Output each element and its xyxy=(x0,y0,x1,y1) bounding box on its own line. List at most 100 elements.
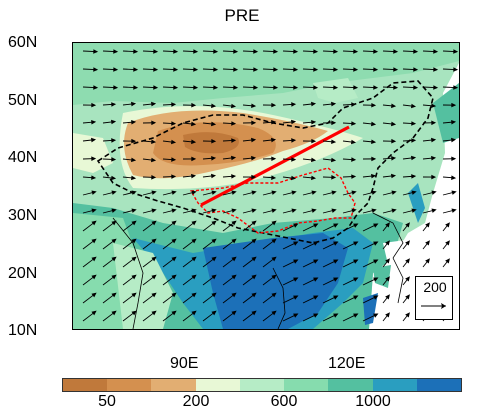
wind-vector-head xyxy=(333,85,339,90)
wind-vector-head xyxy=(385,312,390,318)
wind-vector-head xyxy=(385,222,390,228)
wind-vector-head xyxy=(191,274,197,280)
wind-vector-head xyxy=(293,241,299,246)
wind-vector-head xyxy=(191,220,197,226)
wind-vector-head xyxy=(411,208,417,213)
country-border xyxy=(96,80,434,244)
wind-vector-head xyxy=(405,240,410,246)
colorbar-swatch xyxy=(63,379,108,391)
wind-vector-head xyxy=(353,277,359,282)
wind-vector-head xyxy=(171,190,177,195)
wind-vector-head xyxy=(251,220,257,226)
wind-vector-head xyxy=(431,155,437,161)
wind-vector-head xyxy=(353,313,359,318)
wind-vector-head xyxy=(153,85,159,90)
wind-vector-head xyxy=(333,241,339,246)
colorbar-swatch xyxy=(416,379,461,391)
wind-vector-head xyxy=(411,190,417,195)
wind-vector-head xyxy=(425,258,430,264)
wind-vector-head xyxy=(173,49,179,54)
wind-vector-head xyxy=(231,121,237,126)
wind-vector-head xyxy=(131,256,137,262)
wind-vector-head xyxy=(193,67,199,72)
wind-vector-head xyxy=(211,274,217,280)
map-panel xyxy=(72,42,460,330)
wind-vector-head xyxy=(91,190,97,195)
wind-vector-head xyxy=(171,256,177,262)
coastline xyxy=(112,212,404,329)
wind-vector-head xyxy=(151,175,157,180)
wind-vector-head xyxy=(133,85,139,90)
wind-vector-head xyxy=(233,85,239,90)
wind-vector-head xyxy=(433,85,439,90)
wind-vector-head xyxy=(111,310,117,316)
wind-vector-head xyxy=(353,67,359,72)
wind-vector-head xyxy=(445,240,450,246)
wind-vector-head xyxy=(293,85,299,90)
wind-vector-head xyxy=(411,138,417,143)
wind-vector-head xyxy=(231,103,237,109)
wind-vector-head xyxy=(153,67,159,72)
wind-vector-head xyxy=(411,103,417,109)
wind-vector-head xyxy=(173,67,179,72)
wind-vector-head xyxy=(111,190,117,195)
wind-vector-head xyxy=(353,295,359,300)
wind-vector-head xyxy=(173,85,179,90)
wind-vector-head xyxy=(251,292,257,298)
wind-vector-head xyxy=(211,156,217,161)
wind-vector-head xyxy=(333,223,339,228)
wind-vector-head xyxy=(231,238,237,244)
lat-label-20n: 20N xyxy=(8,265,38,282)
wind-vector-head xyxy=(91,175,97,180)
wind-vector-head xyxy=(251,310,257,316)
wind-vector-head xyxy=(271,220,277,226)
wind-vector-head xyxy=(433,49,439,54)
wind-vector-head xyxy=(293,49,299,54)
colorbar-swatch xyxy=(239,379,285,391)
wind-vector-head xyxy=(351,121,357,126)
wind-vector-head xyxy=(191,102,197,108)
wind-vector-head xyxy=(271,292,277,298)
wind-vector-head xyxy=(291,102,297,107)
wind-vector-head xyxy=(253,85,259,90)
colorbar-label-600: 600 xyxy=(270,393,298,410)
wind-vector-head xyxy=(253,67,259,72)
wind-vector-head xyxy=(293,223,299,228)
map-title: PRE xyxy=(224,6,260,25)
wind-vector-head xyxy=(271,119,277,125)
wind-vector-head xyxy=(131,274,137,280)
wind-vector-head xyxy=(131,101,137,107)
wind-vector-head xyxy=(431,137,437,143)
lat-label-60n: 60N xyxy=(8,34,38,51)
wind-vector-head xyxy=(371,121,377,127)
colorbar-swatch xyxy=(372,379,417,391)
wind-vector-head xyxy=(353,223,359,228)
wind-vector-head xyxy=(191,256,197,262)
wind-vector-head xyxy=(131,220,137,226)
colorbar-swatch xyxy=(328,379,373,391)
wind-vector-head xyxy=(151,274,157,280)
wind-vector-head xyxy=(211,256,217,262)
wind-vector-head xyxy=(333,259,339,264)
wind-vector-head xyxy=(271,238,277,244)
wind-vector-head xyxy=(311,138,317,144)
wind-vector-head xyxy=(111,138,117,143)
wind-vector-head xyxy=(371,190,377,195)
wind-vector-head xyxy=(211,220,217,226)
wind-vector-head xyxy=(373,259,379,264)
wind-vector-head xyxy=(131,208,137,213)
precipitation-wind-map xyxy=(73,43,459,329)
wind-vector-head xyxy=(451,137,457,143)
lon-label-90e: 90E xyxy=(170,355,199,372)
wind-vector-head xyxy=(291,208,297,213)
wind-vector-head xyxy=(391,121,397,127)
wind-vector-head xyxy=(433,67,439,72)
wind-vector-head xyxy=(385,258,390,264)
wind-vector-head xyxy=(313,277,319,282)
wind-vector-head xyxy=(151,310,157,316)
wind-vector-head xyxy=(251,155,257,161)
wind-vector-head xyxy=(213,85,219,90)
wind-vector-head xyxy=(131,310,137,316)
wind-vector-head xyxy=(111,256,117,262)
wind-vector-head xyxy=(233,49,239,54)
